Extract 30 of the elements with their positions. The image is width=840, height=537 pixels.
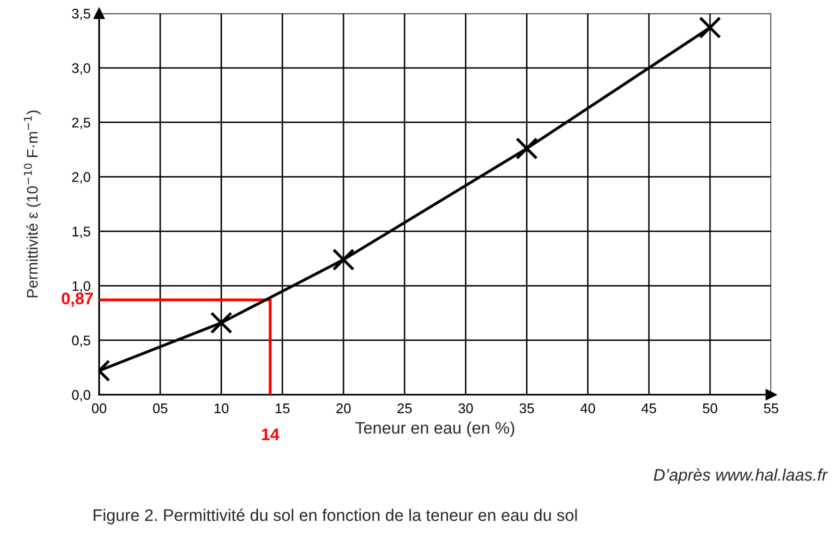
y-tick-label: 3,5: [72, 8, 90, 20]
point: [698, 16, 722, 39]
x-tick-label: 10: [214, 403, 228, 414]
x-tick-label: 15: [276, 404, 290, 414]
x-tick-label: 20: [336, 403, 351, 414]
y-tick-label: 1,5: [72, 226, 90, 238]
y-tick-label: 0,5: [72, 336, 90, 348]
y-tick-label: 0,0: [72, 390, 90, 402]
y-tick-label: 2,5: [72, 118, 90, 130]
point: [210, 312, 232, 334]
point: [516, 137, 538, 160]
caption: Figure 2. Permittivité du sol en fonction de la teneur en eau du sol: [94, 508, 577, 524]
y-tick-label: 2,0: [72, 172, 90, 184]
text: D’après www.hal.laas.fr: [654, 468, 828, 484]
x-tick-label: 05: [153, 403, 168, 414]
y-tick-label: 1,0: [72, 281, 90, 293]
x-tick-label: 30: [458, 403, 473, 414]
y-tick-label: 3,0: [72, 63, 90, 75]
x-tick-label: 40: [580, 403, 596, 414]
x-tick-label: 45: [642, 404, 656, 414]
ref-line-label: 0,87: [62, 292, 93, 307]
x-tick-label: 35: [520, 403, 534, 414]
point: [332, 248, 355, 271]
x-tick-label: 55: [764, 404, 778, 414]
y-axis-title: Permittivité ε (10$^{−10}$ F·m$^{−1}$): [24, 110, 41, 298]
x-tick-label: 00: [92, 403, 106, 414]
x-axis-title: Teneur en eau (en %): [355, 422, 514, 438]
x-tick-label: 25: [398, 403, 412, 414]
ref-line-label: 14: [262, 428, 280, 440]
x-tick-label: 50: [702, 403, 718, 414]
